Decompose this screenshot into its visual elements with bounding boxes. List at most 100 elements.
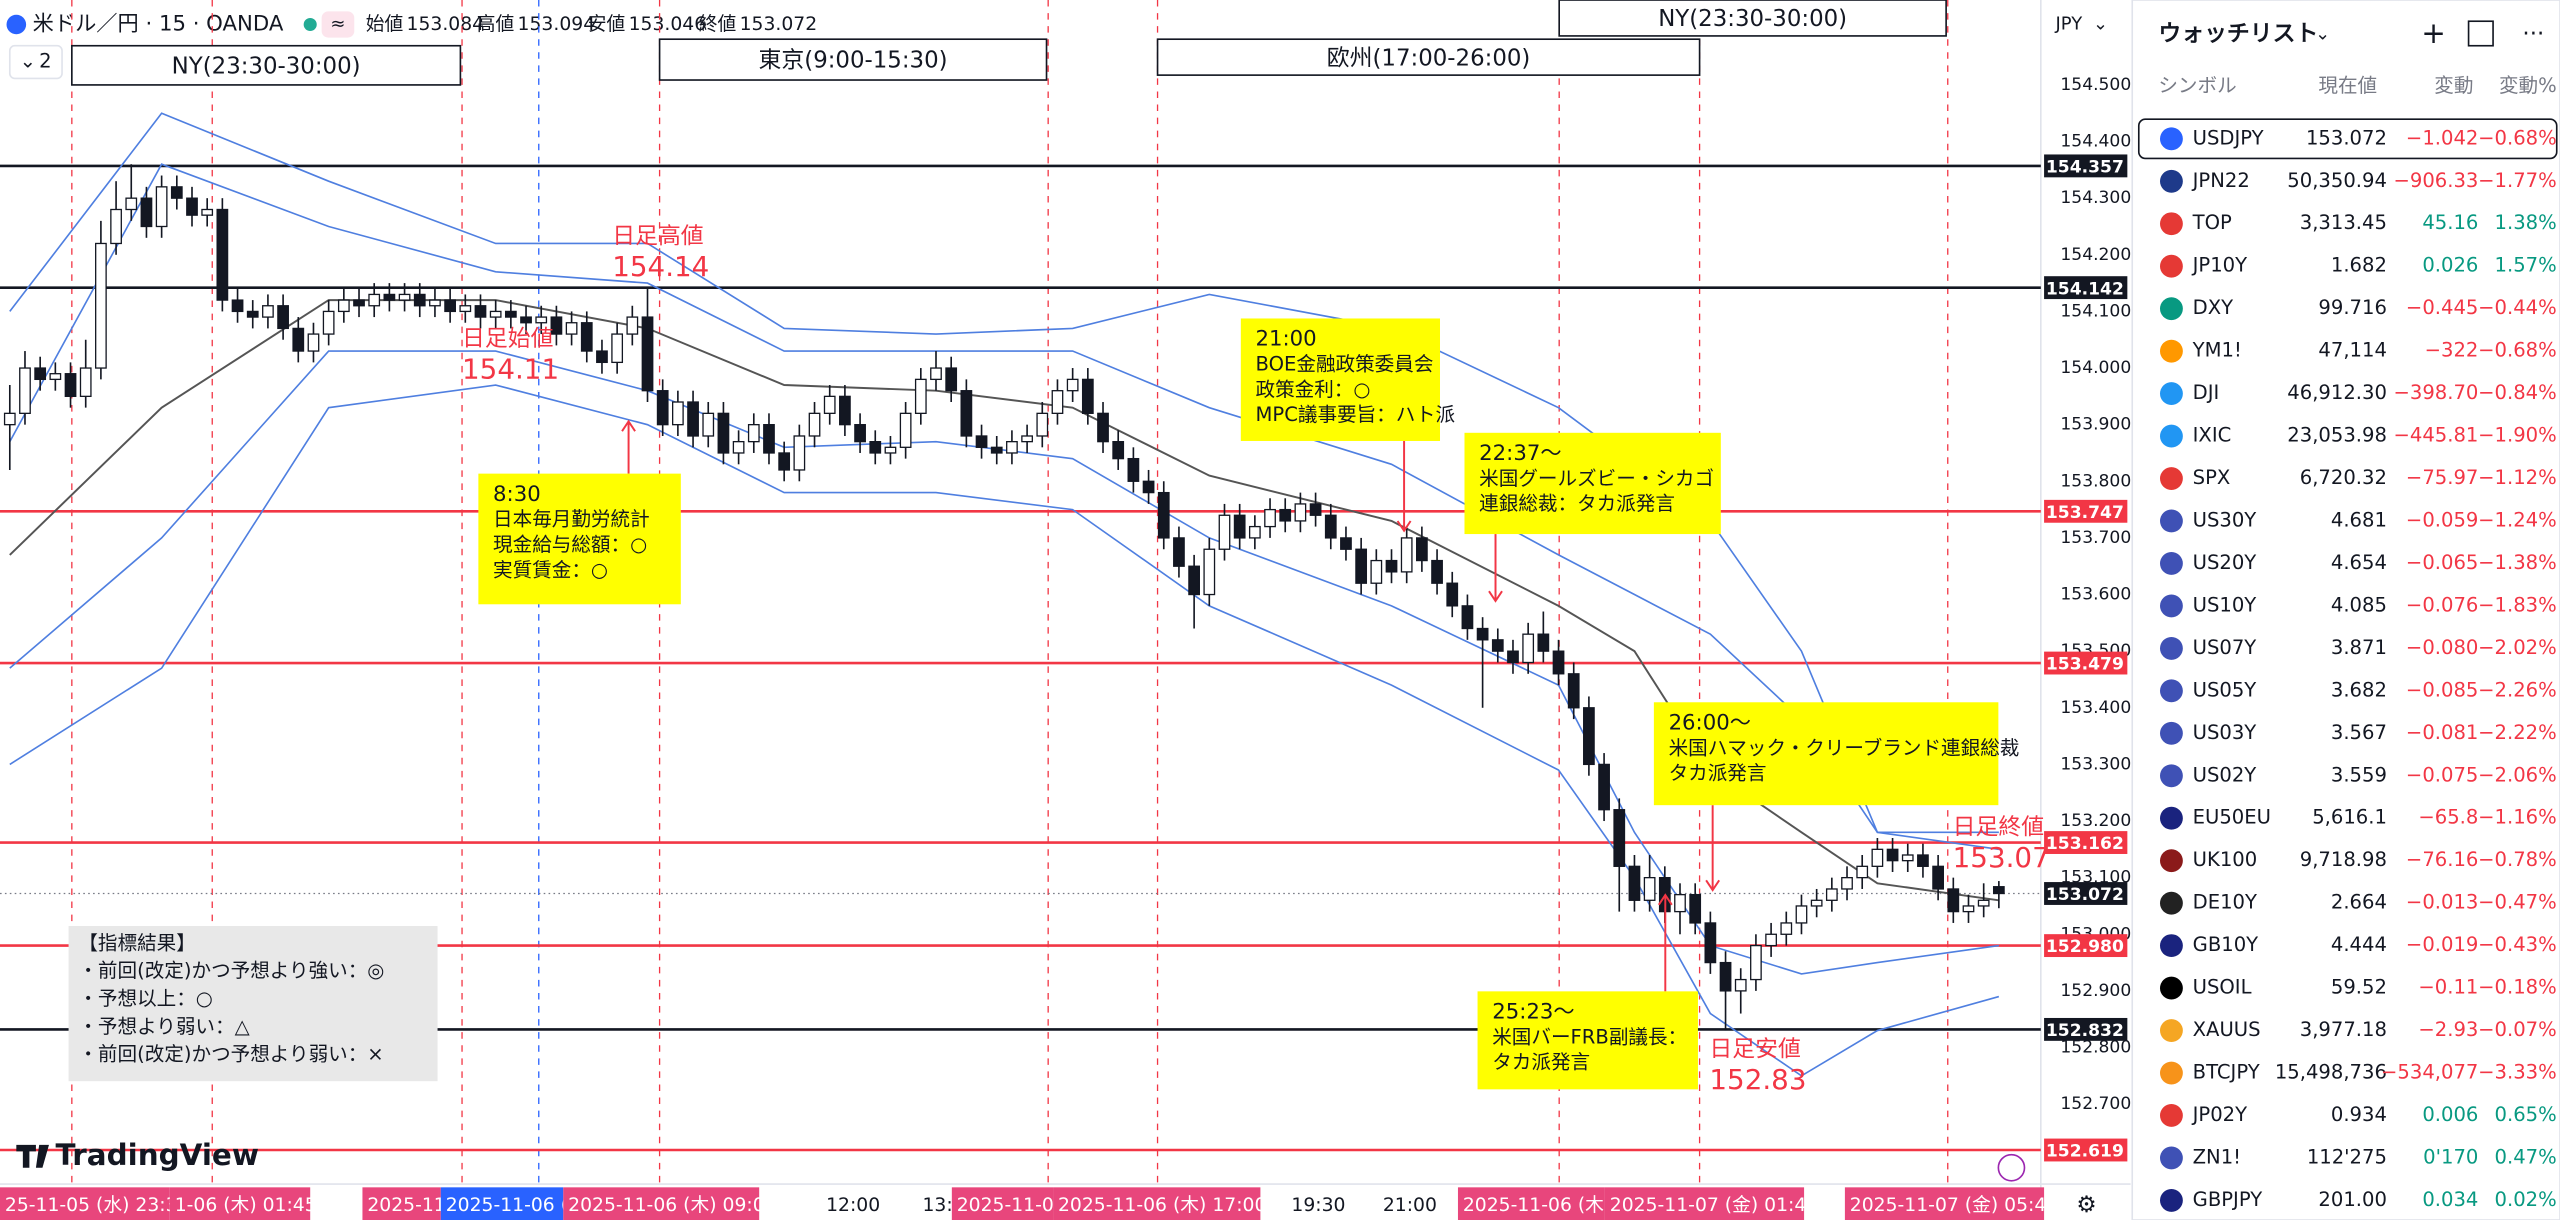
symbol[interactable]: JPN22 xyxy=(2191,169,2250,192)
symbol[interactable]: EU50EU xyxy=(2193,806,2271,829)
collapse-icon[interactable]: ⌄ xyxy=(20,50,36,73)
layout-icon[interactable] xyxy=(2467,20,2494,47)
candle-body xyxy=(1416,537,1428,562)
symbol[interactable]: IXIC xyxy=(2193,424,2232,447)
candle-body xyxy=(1355,548,1368,584)
change: −65.8 xyxy=(2418,806,2478,829)
candle-body xyxy=(1962,905,1975,913)
change: −0.445 xyxy=(2406,296,2478,319)
candle-body xyxy=(778,452,791,471)
legend-text: ・予想以上：○ xyxy=(78,987,213,1010)
change-percent: −0.84% xyxy=(2478,381,2557,404)
candle-body xyxy=(1567,673,1580,709)
alert-icon[interactable] xyxy=(1997,1153,2026,1182)
symbol-logo[interactable] xyxy=(6,14,27,35)
price-tick-label: 153.900 xyxy=(2060,415,2131,435)
session-label: NY(23:30-30:00) xyxy=(1658,6,1847,32)
candle-body xyxy=(596,350,608,364)
price-tag xyxy=(2044,154,2128,178)
more-icon[interactable]: ··· xyxy=(2522,21,2544,47)
candle-body xyxy=(793,435,806,471)
candle-body xyxy=(854,424,866,443)
candle-body xyxy=(535,316,548,324)
symbol[interactable]: SPX xyxy=(2193,466,2231,489)
candle-body xyxy=(1233,514,1246,539)
candle-body xyxy=(1856,865,1869,879)
dropdown-icon[interactable]: ⌄ xyxy=(2315,23,2330,44)
symbol[interactable]: USOIL xyxy=(2193,976,2252,999)
candle-body xyxy=(1400,537,1413,573)
note-box xyxy=(1464,432,1721,535)
symbol[interactable]: DE10Y xyxy=(2193,891,2257,914)
symbol[interactable]: USDJPY xyxy=(2193,126,2264,149)
symbol[interactable]: XAUUS xyxy=(2193,1018,2261,1041)
note-box xyxy=(478,473,681,605)
candle-body xyxy=(1613,809,1626,867)
symbol[interactable]: US05Y xyxy=(2193,678,2257,701)
legend-box xyxy=(68,926,438,1082)
settings-icon[interactable]: ⚙ xyxy=(2076,1192,2096,1218)
candle-body xyxy=(186,197,198,216)
symbol[interactable]: US30Y xyxy=(2193,508,2257,531)
add-icon[interactable]: + xyxy=(2421,16,2446,50)
price-tick-label: 153.300 xyxy=(2060,754,2131,774)
price: 2.664 xyxy=(2331,891,2387,914)
symbol[interactable]: GB10Y xyxy=(2193,933,2259,956)
symbol[interactable]: GBPJPY xyxy=(2193,1188,2263,1211)
symbol[interactable]: DJI xyxy=(2193,381,2220,404)
symbol[interactable]: UK100 xyxy=(2193,848,2258,871)
note-text: 米国ハマック・クリーブランド連銀総裁 xyxy=(1669,736,2020,759)
dropdown-icon[interactable]: ⌄ xyxy=(2093,13,2108,34)
time-label: 12:00 xyxy=(826,1195,880,1216)
change: −0.085 xyxy=(2406,678,2478,701)
candle-body xyxy=(1006,440,1018,454)
candle-body xyxy=(246,310,259,318)
candle-body xyxy=(656,390,669,426)
candle-body xyxy=(1674,893,1686,913)
symbol[interactable]: US07Y xyxy=(2193,636,2257,659)
note-text: 政策金利：○ xyxy=(1256,378,1371,401)
symbol-icon xyxy=(2160,594,2183,618)
note-text: MPC議事要旨：ハト派 xyxy=(1256,403,1456,426)
symbol[interactable]: DXY xyxy=(2193,296,2233,319)
symbol[interactable]: US20Y xyxy=(2193,551,2257,574)
candle-body xyxy=(216,208,229,301)
candle-body xyxy=(79,367,92,398)
candle-body xyxy=(823,395,836,414)
time-label: 25-11-05 (水) 23:30 xyxy=(5,1194,190,1216)
symbol[interactable]: US03Y xyxy=(2193,721,2257,744)
symbol[interactable]: TOP xyxy=(2192,211,2232,234)
symbol[interactable]: US02Y xyxy=(2193,763,2257,786)
symbol[interactable]: US10Y xyxy=(2193,593,2257,616)
change: −0.019 xyxy=(2406,933,2478,956)
price-tag xyxy=(2044,651,2128,675)
time-label: 2025-11-06 ( xyxy=(957,1195,1079,1216)
price: 50,350.94 xyxy=(2287,169,2387,192)
symbol-title: 米ドル／円 · 15 · OANDA xyxy=(33,11,284,36)
indicator-toggle[interactable] xyxy=(8,44,63,80)
symbol[interactable]: JP10Y xyxy=(2191,254,2247,277)
time-label: 2025-11-06 (木 xyxy=(446,1194,587,1216)
symbol[interactable]: BTCJPY xyxy=(2193,1061,2260,1084)
price: 59.52 xyxy=(2331,976,2387,999)
session-box xyxy=(1558,0,1947,37)
candle-body xyxy=(565,322,578,335)
ohlc-label: 安値 xyxy=(588,13,626,35)
change-percent: −2.06% xyxy=(2478,763,2557,786)
symbol[interactable]: YM1! xyxy=(2192,339,2242,362)
candle-body xyxy=(869,440,882,454)
candle-body xyxy=(19,367,31,414)
candle-body xyxy=(717,412,730,454)
price: 3.871 xyxy=(2331,636,2387,659)
candle-body xyxy=(1127,457,1140,482)
candle-body xyxy=(1507,650,1519,664)
symbol-icon xyxy=(2160,1061,2183,1085)
candle-body xyxy=(520,316,532,324)
symbol-icon xyxy=(2160,679,2183,703)
symbol[interactable]: JP02Y xyxy=(2191,1103,2247,1126)
symbol[interactable]: ZN1! xyxy=(2193,1145,2241,1168)
note-text: 8:30 xyxy=(493,482,541,507)
candle-body xyxy=(1188,565,1201,596)
candle-body xyxy=(1324,514,1337,539)
